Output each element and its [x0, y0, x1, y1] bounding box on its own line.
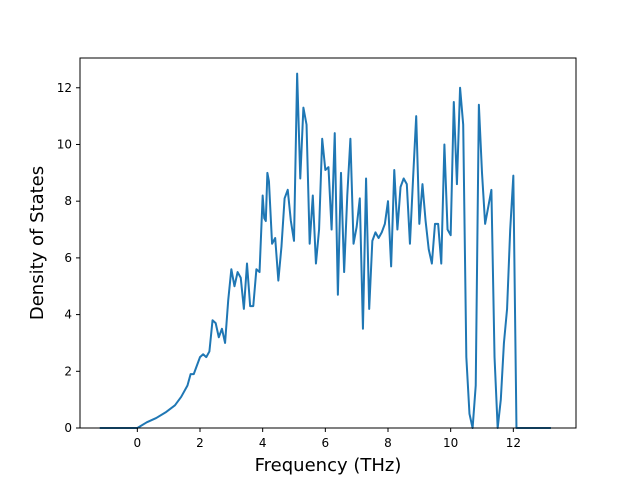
- y-tick-label: 4: [64, 308, 72, 322]
- y-axis-label: Density of States: [27, 166, 48, 320]
- y-tick-label: 12: [57, 81, 72, 95]
- y-tick-label: 10: [57, 137, 72, 151]
- x-tick-label: 6: [322, 436, 330, 450]
- y-tick-label: 8: [64, 194, 72, 208]
- axes-frame: [79, 57, 577, 429]
- x-tick-label: 4: [259, 436, 267, 450]
- y-tick-label: 2: [64, 364, 72, 378]
- x-tick-label: 2: [196, 436, 204, 450]
- x-axis-ticks: 0 2 4 6 8 10 12: [134, 428, 521, 450]
- y-axis-ticks: 0 2 4 6 8 10 12: [57, 81, 80, 435]
- y-tick-label: 0: [64, 421, 72, 435]
- y-tick-label: 6: [64, 251, 72, 265]
- x-tick-label: 12: [506, 436, 521, 450]
- x-axis-label: Frequency (THz): [255, 455, 402, 476]
- plot-area: [99, 72, 551, 429]
- x-tick-label: 0: [134, 436, 142, 450]
- dos-series-line: [99, 72, 551, 429]
- x-tick-label: 10: [443, 436, 458, 450]
- x-tick-label: 8: [384, 436, 392, 450]
